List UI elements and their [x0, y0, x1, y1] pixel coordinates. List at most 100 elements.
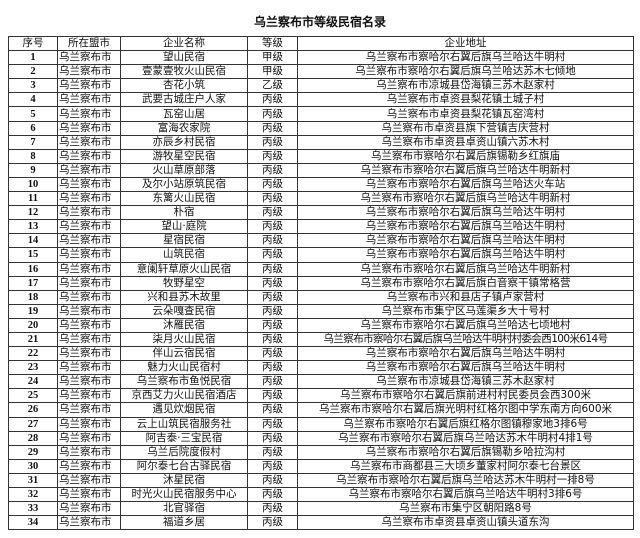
- cell-city: 乌兰察布市: [57, 233, 121, 249]
- table-row: 26 乌兰察布市 遇见炊烟民宿 丙级 乌兰察布市察哈尔右翼后旗光明村红格尔图中学东南方向…: [8, 402, 634, 418]
- cell-address: 乌兰察布市集宁区朝阳路8号: [297, 501, 634, 517]
- cell-city: 乌兰察布市: [57, 191, 121, 207]
- homestay-table: 序号 所在盟市 企业名称 等级 企业地址 1 乌兰察布市 望山民宿 甲级 乌兰察布市察哈…: [8, 35, 634, 531]
- cell-name: 阿尔泰七台古驿民宿: [120, 458, 248, 474]
- cell-address: 乌兰察布市察哈尔右翼后旗乌兰哈达苏木牛明村4排1号: [297, 430, 634, 446]
- cell-address: 乌兰察布市兴和县店子镇卢家营村: [297, 289, 634, 305]
- cell-index: 31: [8, 472, 58, 489]
- table-row: 27 乌兰察布市 云上山筑民宿服务社 丙级 乌兰察布市察哈尔右翼后旗红格尔图镇穆家地3排…: [8, 416, 634, 432]
- table-row: 11 乌兰察布市 东篱火山民宿 丙级 乌兰察布市察哈尔右翼后旗乌兰哈达牛明新村: [8, 191, 634, 207]
- cell-index: 26: [8, 402, 58, 418]
- cell-grade: 丙级: [247, 486, 298, 503]
- cell-index: 16: [8, 261, 58, 277]
- cell-name: 沐星民宿: [120, 472, 248, 489]
- cell-grade: 丙级: [247, 275, 298, 291]
- cell-city: 乌兰察布市: [57, 458, 121, 474]
- cell-address: 乌兰察布市察哈尔右翼后旗前进村村民委员会西300米: [297, 388, 634, 404]
- header-address: 企业地址: [297, 35, 634, 52]
- cell-name: 火山草原部落: [120, 162, 248, 178]
- cell-address: 乌兰察布市察哈尔右翼后旗乌兰哈达牛明村3排6号: [297, 486, 634, 503]
- cell-address: 乌兰察布市察哈尔右翼后旗乌兰哈达牛明新村: [297, 261, 634, 277]
- table-row: 29 乌兰察布市 乌兰后院度假村 丙级 乌兰察布市察哈尔右翼后旗锡勒乡哈拉沟村: [8, 444, 634, 460]
- cell-grade: 丙级: [247, 360, 298, 376]
- table-row: 30 乌兰察布市 阿尔泰七台古驿民宿 丙级 乌兰察布市商都县三大顷乡董家村阿尔泰七台景区: [8, 458, 634, 474]
- cell-name: 柒月火山民宿: [120, 331, 248, 348]
- cell-grade: 丙级: [247, 120, 298, 136]
- cell-city: 乌兰察布市: [57, 303, 121, 319]
- cell-city: 乌兰察布市: [57, 50, 121, 66]
- cell-grade: 甲级: [247, 50, 298, 66]
- cell-name: 朴宿: [120, 205, 248, 221]
- cell-grade: 甲级: [247, 64, 298, 80]
- document-title: 乌兰察布市等级民宿名录: [253, 15, 386, 29]
- cell-address: 乌兰察布市察哈尔右翼后旗乌兰哈达牛明村: [297, 233, 634, 249]
- cell-grade: 丙级: [247, 303, 298, 319]
- cell-city: 乌兰察布市: [57, 219, 121, 235]
- cell-index: 12: [8, 205, 58, 221]
- table-row: 23 乌兰察布市 魅力火山民宿村 丙级 乌兰察布市察哈尔右翼后旗乌兰哈达牛明村: [8, 360, 634, 376]
- cell-index: 33: [8, 501, 58, 517]
- cell-address: 乌兰察布市察哈尔右翼后旗乌兰哈达牛明村: [297, 205, 634, 221]
- cell-grade: 丙级: [247, 444, 298, 460]
- cell-index: 14: [8, 233, 58, 249]
- cell-name: 魅力火山民宿村: [120, 360, 248, 376]
- cell-name: 福道乡居: [120, 515, 248, 531]
- cell-index: 3: [8, 78, 58, 94]
- table-row: 16 乌兰察布市 意阑轩草原火山民宿 丙级 乌兰察布市察哈尔右翼后旗乌兰哈达牛明新村: [8, 261, 634, 277]
- cell-grade: 丙级: [247, 205, 298, 221]
- cell-grade: 丙级: [247, 416, 298, 432]
- cell-index: 30: [8, 458, 58, 474]
- cell-name: 云上山筑民宿服务社: [120, 416, 248, 432]
- header-name: 企业名称: [120, 35, 248, 52]
- cell-name: 杏花小筑: [120, 78, 248, 94]
- cell-city: 乌兰察布市: [57, 430, 121, 446]
- cell-name: 瓦窑山居: [120, 106, 248, 122]
- table-row: 4 乌兰察布市 武要古城庄户人家 丙级 乌兰察布市卓资县梨花镇土城子村: [8, 92, 634, 108]
- cell-index: 11: [8, 191, 58, 207]
- cell-city: 乌兰察布市: [57, 501, 121, 517]
- cell-address: 乌兰察布市卓资县梨花镇瓦窑湾村: [297, 106, 634, 122]
- cell-grade: 丙级: [247, 92, 298, 108]
- table-row: 28 乌兰察布市 阿吉泰·三宝民宿 丙级 乌兰察布市察哈尔右翼后旗乌兰哈达苏木牛明村4排…: [8, 430, 634, 446]
- cell-city: 乌兰察布市: [57, 331, 121, 348]
- table-row: 20 乌兰察布市 沐雁民宿 丙级 乌兰察布市察哈尔右翼后旗乌兰哈达七顷地村: [8, 317, 634, 333]
- table-row: 7 乌兰察布市 亦辰乡村民宿 丙级 乌兰察布市卓资县卓资山镇六苏木村: [8, 134, 634, 150]
- cell-index: 9: [8, 162, 58, 178]
- table-row: 6 乌兰察布市 富海农家院 丙级 乌兰察布市卓资县旗下营镇吉庆营村: [8, 120, 634, 136]
- table-row: 31 乌兰察布市 沐星民宿 丙级 乌兰察布市察哈尔右翼后旗乌兰哈达苏木牛明村一排8号: [8, 472, 634, 489]
- cell-city: 乌兰察布市: [57, 205, 121, 221]
- cell-grade: 丙级: [247, 162, 298, 178]
- cell-name: 望山·庭院: [120, 219, 248, 235]
- cell-city: 乌兰察布市: [57, 162, 121, 178]
- cell-grade: 丙级: [247, 176, 298, 193]
- cell-name: 遇见炊烟民宿: [120, 402, 248, 418]
- cell-grade: 丙级: [247, 331, 298, 348]
- cell-name: 牧野星空: [120, 275, 248, 291]
- cell-grade: 丙级: [247, 458, 298, 474]
- cell-grade: 丙级: [247, 148, 298, 164]
- cell-grade: 丙级: [247, 402, 298, 418]
- cell-grade: 丙级: [247, 289, 298, 305]
- cell-name: 武要古城庄户人家: [120, 92, 248, 108]
- cell-name: 望山民宿: [120, 50, 248, 66]
- cell-city: 乌兰察布市: [57, 346, 121, 362]
- cell-grade: 丙级: [247, 374, 298, 390]
- cell-index: 23: [8, 360, 58, 376]
- cell-name: 亦辰乡村民宿: [120, 134, 248, 150]
- table-row: 13 乌兰察布市 望山·庭院 丙级 乌兰察布市察哈尔右翼后旗乌兰哈达牛明村: [8, 219, 634, 235]
- cell-name: 伴山云宿民宿: [120, 346, 248, 362]
- cell-city: 乌兰察布市: [57, 92, 121, 108]
- cell-city: 乌兰察布市: [57, 134, 121, 150]
- cell-city: 乌兰察布市: [57, 261, 121, 277]
- table-row: 9 乌兰察布市 火山草原部落 丙级 乌兰察布市察哈尔右翼后旗乌兰哈达牛明新村: [8, 162, 634, 178]
- cell-grade: 丙级: [247, 430, 298, 446]
- cell-name: 壹蒙壹牧火山民宿: [120, 64, 248, 80]
- table-row: 21 乌兰察布市 柒月火山民宿 丙级 乌兰察布市察哈尔右翼后旗乌兰哈达牛明村村委会西10…: [8, 331, 634, 348]
- cell-city: 乌兰察布市: [57, 317, 121, 333]
- cell-name: 时光火山民宿服务中心: [120, 486, 248, 503]
- cell-city: 乌兰察布市: [57, 275, 121, 291]
- cell-name: 东篱火山民宿: [120, 191, 248, 207]
- cell-city: 乌兰察布市: [57, 472, 121, 489]
- cell-address: 乌兰察布市卓资县旗下营镇吉庆营村: [297, 120, 634, 136]
- cell-index: 6: [8, 120, 58, 136]
